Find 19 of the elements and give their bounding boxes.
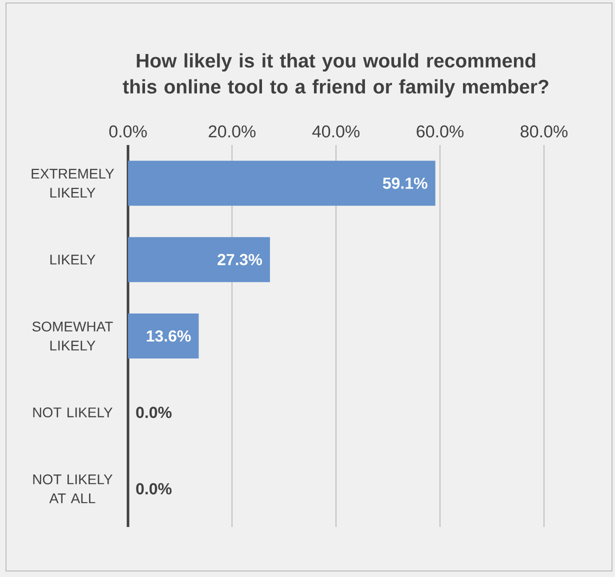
x-tick-label: 0.0%: [109, 125, 147, 138]
x-tick-label: 40.0%: [312, 125, 360, 138]
chart-title: How likely is it that you would recommend this online tool to a friend or family member?: [122, 53, 548, 98]
y-tick-label: NOT LIKELY: [33, 407, 113, 418]
data-label: 59.1%: [382, 178, 428, 189]
data-label: 0.0%: [136, 483, 172, 494]
y-tick-label: EXTREMELY LIKELY: [32, 168, 114, 198]
bar: [128, 313, 199, 358]
bar: [128, 160, 436, 206]
bar: [128, 237, 270, 282]
x-tick-label: 80.0%: [520, 125, 568, 138]
x-tick-label: 60.0%: [416, 125, 464, 138]
data-label: 0.0%: [136, 406, 172, 418]
x-tick-label: 20.0%: [208, 125, 256, 138]
y-tick-label: LIKELY: [50, 254, 96, 264]
data-label: 13.6%: [146, 330, 191, 342]
y-tick-label: SOMEWHAT LIKELY: [32, 322, 113, 350]
y-tick-label: NOT LIKELY AT ALL: [33, 474, 113, 504]
data-label: 27.3%: [218, 254, 262, 266]
